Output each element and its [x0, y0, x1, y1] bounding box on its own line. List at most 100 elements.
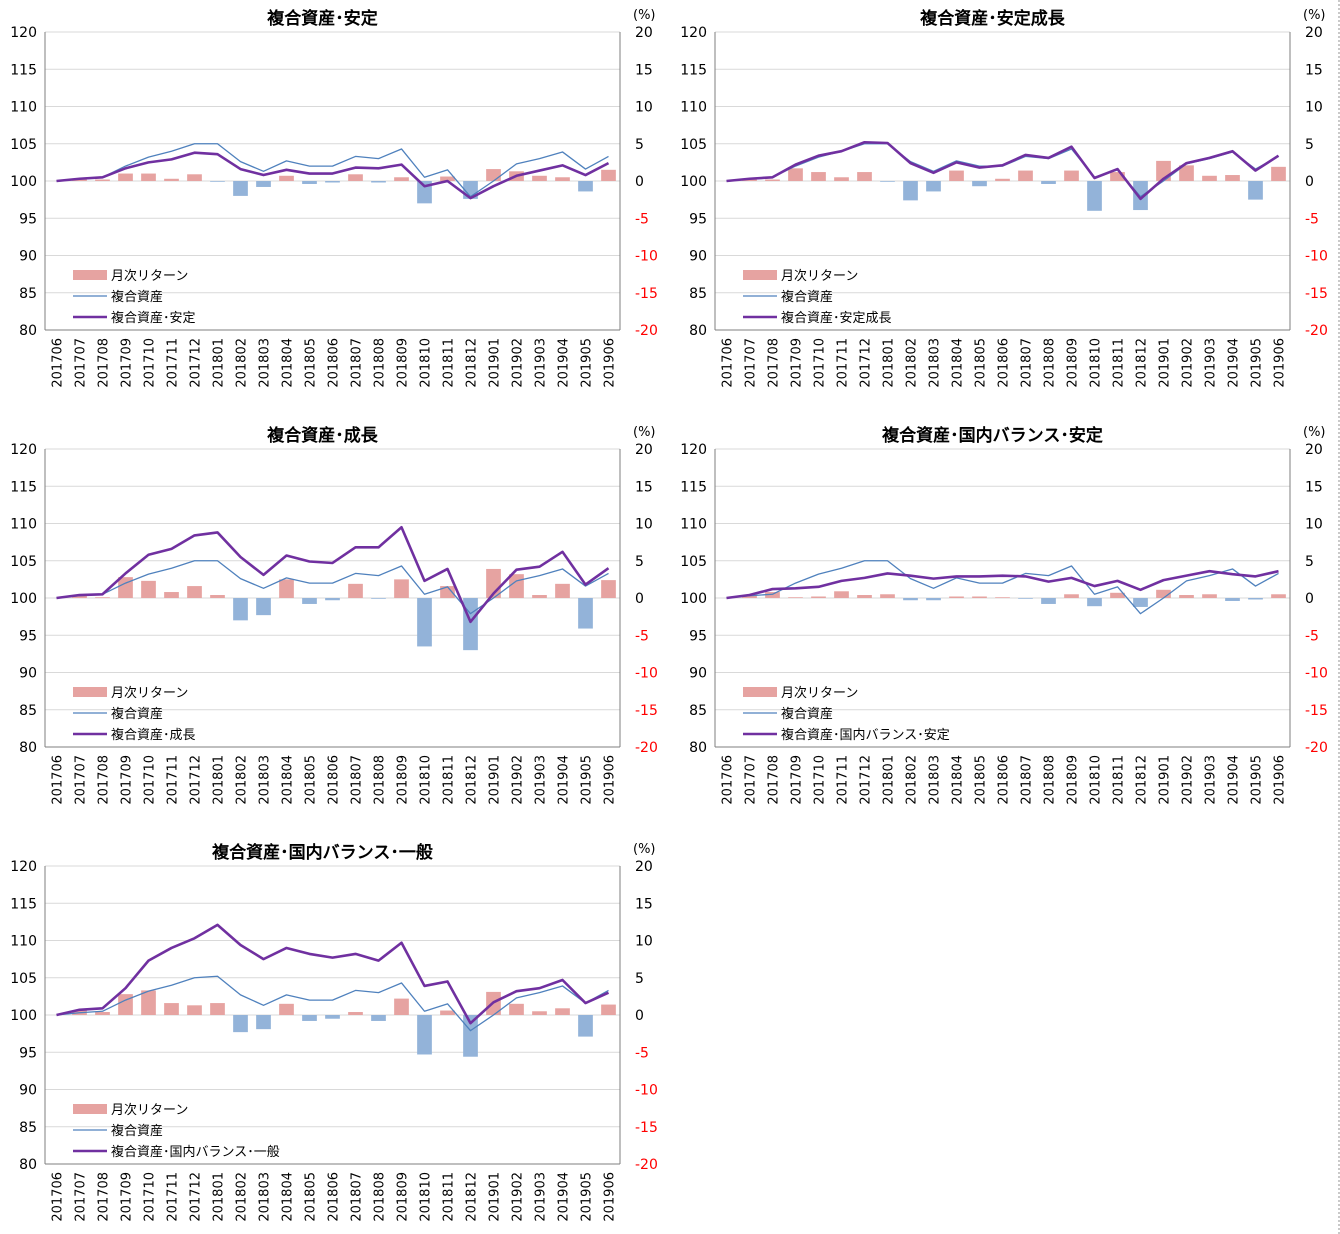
x-tick-label: 201802 [235, 755, 250, 805]
x-tick-label: 201802 [235, 338, 250, 388]
bar-monthly-return [141, 173, 156, 181]
x-tick-label: 201812 [1135, 755, 1150, 805]
legend-swatch-bar [73, 687, 107, 697]
left-tick-label: 85 [689, 703, 707, 719]
x-tick-label: 201712 [189, 1172, 204, 1222]
bar-monthly-return [857, 172, 872, 181]
x-tick-label: 201811 [442, 1172, 457, 1222]
x-tick-label: 201712 [189, 755, 204, 805]
bar-monthly-return [1179, 165, 1194, 181]
bar-monthly-return [1110, 592, 1125, 598]
left-tick-label: 120 [680, 25, 707, 41]
x-tick-label: 201904 [1227, 338, 1242, 388]
x-tick-label: 201802 [235, 1172, 250, 1222]
x-tick-label: 201807 [350, 338, 365, 388]
bar-monthly-return [256, 1015, 271, 1030]
bar-monthly-return [394, 579, 409, 598]
x-tick-label: 201710 [813, 338, 828, 388]
line-composite-asset [726, 143, 1279, 198]
bar-monthly-return [903, 181, 918, 201]
bar-monthly-return [1271, 594, 1286, 598]
line-fund [56, 923, 610, 1025]
bar-monthly-return [972, 181, 987, 187]
bar-monthly-return [880, 181, 895, 182]
bar-monthly-return [765, 179, 780, 181]
x-tick-label: 201901 [488, 338, 503, 388]
line-composite-asset [56, 560, 609, 615]
x-tick-label: 201807 [350, 755, 365, 805]
bar-monthly-return [811, 172, 826, 181]
x-tick-label: 201801 [882, 755, 897, 805]
x-tick-label: 201706 [721, 338, 736, 388]
bar-monthly-return [509, 1003, 524, 1015]
x-tick-label: 201804 [951, 755, 966, 805]
right-tick-label: 15 [1305, 479, 1323, 495]
x-tick-label: 201804 [281, 755, 296, 805]
x-tick-label: 201709 [120, 755, 135, 805]
x-tick-label: 201903 [1204, 338, 1219, 388]
x-tick-label: 201801 [882, 338, 897, 388]
right-tick-label: -5 [635, 628, 649, 644]
bar-monthly-return [532, 175, 547, 181]
x-tick-label: 201812 [465, 755, 480, 805]
left-tick-label: 80 [19, 740, 37, 756]
left-tick-label: 95 [19, 211, 37, 227]
x-tick-label: 201806 [327, 755, 342, 805]
legend-label: 複合資産 [111, 289, 163, 305]
legend-label: 複合資産 [111, 1123, 163, 1139]
bar-monthly-return [509, 574, 524, 598]
x-tick-label: 201709 [790, 338, 805, 388]
x-tick-label: 201808 [373, 1172, 388, 1222]
bar-monthly-return [578, 1015, 593, 1037]
bar-monthly-return [880, 594, 895, 598]
bar-monthly-return [1087, 181, 1102, 211]
legend-label: 月次リターン [111, 268, 188, 284]
x-tick-label: 201803 [928, 338, 943, 388]
bar-monthly-return [857, 595, 872, 598]
x-tick-label: 201708 [97, 338, 112, 388]
left-tick-label: 90 [19, 249, 37, 265]
right-tick-label: -15 [635, 703, 658, 719]
bar-monthly-return [164, 178, 179, 181]
right-tick-label: -10 [1305, 249, 1328, 265]
bar-monthly-return [1041, 598, 1056, 604]
x-tick-label: 201805 [974, 338, 989, 388]
bar-monthly-return [1225, 175, 1240, 181]
x-tick-label: 201710 [143, 755, 158, 805]
x-tick-label: 201906 [1273, 755, 1288, 805]
right-tick-label: 0 [1305, 174, 1314, 190]
left-tick-label: 115 [10, 479, 37, 495]
right-tick-label: -5 [1305, 628, 1319, 644]
right-tick-label: 10 [635, 100, 653, 116]
x-tick-label: 201901 [488, 1172, 503, 1222]
left-tick-label: 120 [680, 442, 707, 458]
bar-monthly-return [1087, 598, 1102, 607]
bar-monthly-return [348, 174, 363, 181]
x-tick-label: 201808 [373, 338, 388, 388]
right-tick-label: 5 [635, 971, 644, 987]
right-tick-label: 10 [635, 517, 653, 533]
x-tick-label: 201712 [859, 755, 874, 805]
bar-monthly-return [417, 598, 432, 647]
right-tick-label: -20 [1305, 740, 1328, 756]
bar-monthly-return [742, 595, 757, 598]
legend-label: 複合資産 [111, 706, 163, 722]
legend-label: 月次リターン [781, 268, 858, 284]
bar-monthly-return [834, 591, 849, 598]
right-tick-label: 0 [1305, 591, 1314, 607]
bar-monthly-return [1064, 170, 1079, 181]
left-tick-label: 110 [10, 934, 37, 950]
legend-label: 月次リターン [111, 1102, 188, 1118]
right-tick-label: -5 [635, 1045, 649, 1061]
bar-monthly-return [325, 598, 340, 601]
bar-monthly-return [164, 592, 179, 598]
x-tick-label: 201707 [74, 755, 89, 805]
right-tick-label: 15 [635, 479, 653, 495]
bar-monthly-return [256, 181, 271, 187]
right-tick-label: -15 [635, 1120, 658, 1136]
chart-title: 複合資産･成長 [266, 425, 378, 446]
left-tick-label: 100 [10, 174, 37, 190]
x-tick-label: 201905 [580, 755, 595, 805]
right-tick-label: 15 [635, 896, 653, 912]
x-tick-label: 201805 [304, 338, 319, 388]
